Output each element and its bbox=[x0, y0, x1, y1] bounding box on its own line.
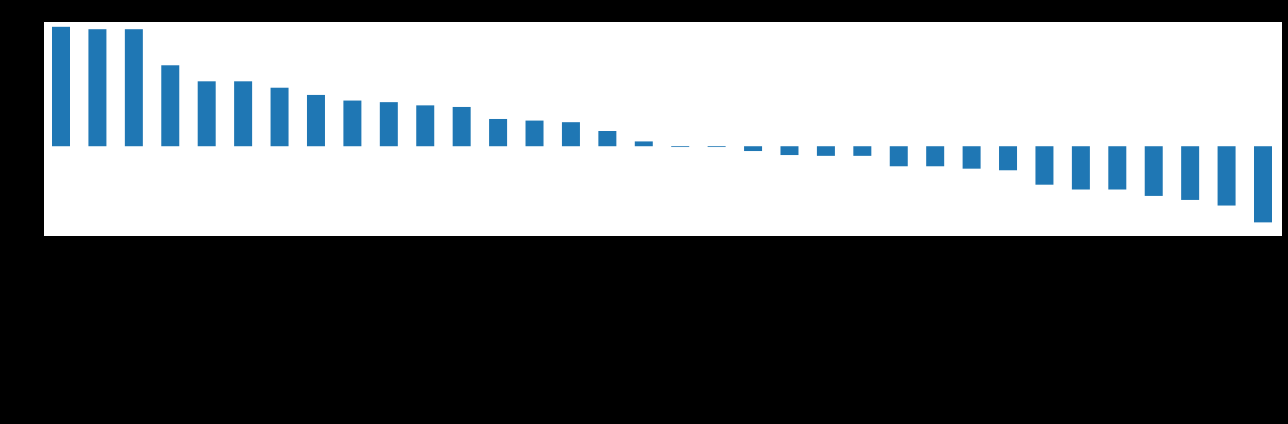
bar-18 bbox=[671, 146, 690, 148]
bar-33 bbox=[1217, 146, 1236, 206]
bar-1 bbox=[52, 26, 70, 147]
bar-5 bbox=[197, 81, 216, 147]
bar-8 bbox=[306, 94, 325, 147]
bar-22 bbox=[816, 146, 835, 156]
bar-25 bbox=[926, 146, 945, 167]
bar-26 bbox=[962, 146, 981, 169]
bar-9 bbox=[343, 100, 362, 147]
bar-29 bbox=[1071, 146, 1090, 190]
bar-7 bbox=[270, 87, 289, 147]
bar-11 bbox=[416, 105, 435, 147]
bar-31 bbox=[1144, 146, 1163, 196]
bar-27 bbox=[999, 146, 1018, 171]
bar-23 bbox=[853, 146, 872, 156]
bar-6 bbox=[234, 81, 253, 147]
bar-10 bbox=[379, 102, 398, 147]
bar-21 bbox=[780, 146, 799, 156]
bar-19 bbox=[707, 146, 726, 148]
bar-14 bbox=[525, 120, 544, 147]
bar-20 bbox=[744, 146, 763, 152]
bar-16 bbox=[598, 131, 617, 147]
bar-32 bbox=[1181, 146, 1200, 200]
bar-4 bbox=[161, 65, 180, 147]
bar-series bbox=[52, 26, 1272, 223]
bar-2 bbox=[88, 29, 107, 147]
bar-17 bbox=[634, 141, 653, 147]
plot-area bbox=[44, 22, 1282, 236]
bar-13 bbox=[489, 118, 508, 147]
bar-12 bbox=[452, 106, 471, 147]
bar-24 bbox=[889, 146, 908, 167]
bar-15 bbox=[561, 122, 580, 147]
bar-3 bbox=[124, 29, 143, 147]
bar-34 bbox=[1254, 146, 1272, 223]
bar-30 bbox=[1108, 146, 1127, 190]
bar-28 bbox=[1035, 146, 1054, 185]
